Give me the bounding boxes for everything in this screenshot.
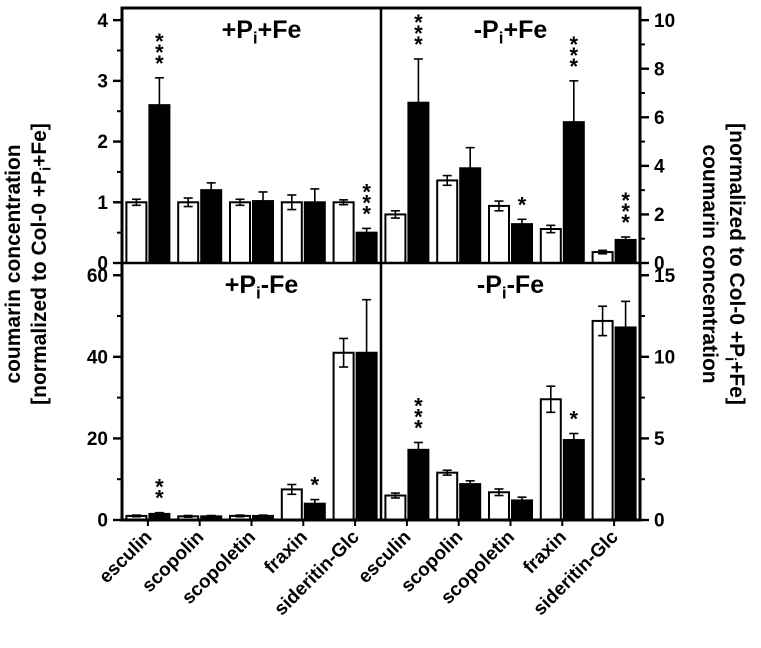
bar-top-left-esculin-open: [125, 201, 148, 265]
bar-bottom-right-esculin-open: [384, 494, 407, 521]
bar-top-left-fraxin-open: [280, 201, 303, 265]
significance-marker: *: [621, 210, 630, 235]
y-tick-label: 0: [97, 511, 108, 532]
bar-top-right-fraxin-open: [539, 228, 562, 264]
y-tick-label: 2: [97, 132, 108, 153]
y-tick-label: 10: [654, 347, 675, 368]
bar-bottom-right-scopolin-filled: [459, 483, 482, 522]
y-axis-label-left-line1: coumarin concentration: [2, 144, 25, 383]
bar-bottom-right-sideritin-Glc-open: [591, 319, 614, 521]
significance-marker: *: [570, 32, 579, 57]
significance-marker: *: [414, 415, 423, 440]
panel-title: +Pi+Fe: [222, 16, 302, 48]
significance-marker: *: [414, 393, 423, 418]
plot-border: [120, 6, 642, 522]
bar-top-right-scopolin-open: [436, 179, 459, 264]
y-tick-label: 40: [87, 347, 108, 368]
y-tick-label: 3: [97, 72, 108, 93]
bar-top-right-esculin-open: [384, 213, 407, 265]
y-tick-label: 0: [654, 254, 665, 275]
bar-top-left-sideritin-Glc-open: [332, 201, 355, 265]
significance-marker: *: [414, 10, 423, 35]
significance-marker: *: [621, 199, 630, 224]
panel-title: -Pi-Fe: [477, 271, 544, 303]
y-tick-label: 1: [97, 193, 108, 214]
y-tick-label: 2: [654, 205, 665, 226]
bar-bottom-right-fraxin-filled: [562, 439, 585, 521]
significance-marker: *: [621, 188, 630, 213]
y-tick-label: 15: [654, 266, 676, 287]
y-axis-label-right-line2: [normalized to Col-0 +Pi+Fe]: [721, 123, 748, 405]
bar-bottom-right-fraxin-open: [539, 398, 562, 521]
bar-bottom-right-scopolin-open: [436, 471, 459, 521]
y-tick-label: 5: [654, 429, 665, 450]
significance-marker: *: [155, 40, 164, 65]
significance-marker: *: [518, 192, 527, 217]
bar-top-right-scopoletin-filled: [511, 223, 533, 264]
bar-top-left-scopolin-filled: [200, 189, 223, 264]
significance-marker: *: [362, 201, 371, 226]
y-tick-label: 4: [97, 11, 108, 32]
significance-marker: *: [311, 473, 320, 498]
y-tick-label: 10: [654, 11, 675, 32]
y-tick-label: 0: [654, 511, 665, 532]
y-tick-label: 0: [97, 254, 108, 275]
bar-bottom-right-esculin-filled: [407, 448, 430, 522]
bar-bottom-left-sideritin-Glc-open: [332, 351, 355, 521]
significance-marker: *: [155, 475, 164, 500]
y-tick-label: 8: [654, 59, 665, 80]
significance-marker: *: [155, 29, 164, 54]
significance-marker: *: [570, 43, 579, 68]
significance-marker: *: [414, 32, 423, 57]
y-axis-label-left-line2: [normalized to Col-0 +Pi+Fe]: [28, 123, 55, 405]
y-tick-label: 6: [654, 108, 665, 129]
y-tick-label: 60: [87, 266, 108, 287]
bar-top-left-scopolin-open: [177, 201, 200, 265]
bar-bottom-right-scopoletin-open: [488, 491, 510, 521]
significance-marker: *: [155, 486, 164, 511]
panel-title: -Pi+Fe: [474, 16, 548, 48]
panel-title: +Pi-Fe: [225, 271, 299, 303]
y-tick-label: 20: [87, 429, 108, 450]
bar-bottom-right-sideritin-Glc-filled: [614, 326, 637, 522]
significance-marker: *: [570, 407, 579, 432]
significance-marker: *: [362, 190, 371, 215]
significance-marker: *: [414, 404, 423, 429]
significance-marker: *: [414, 21, 423, 46]
bar-top-left-scopoletin-open: [229, 201, 251, 265]
y-axis-label-right-line1: coumarin concentration: [698, 144, 721, 383]
y-tick-label: 4: [654, 157, 665, 178]
significance-marker: *: [570, 54, 579, 79]
significance-marker: *: [155, 51, 164, 76]
significance-marker: *: [362, 179, 371, 204]
bar-top-right-scopoletin-open: [488, 204, 510, 265]
